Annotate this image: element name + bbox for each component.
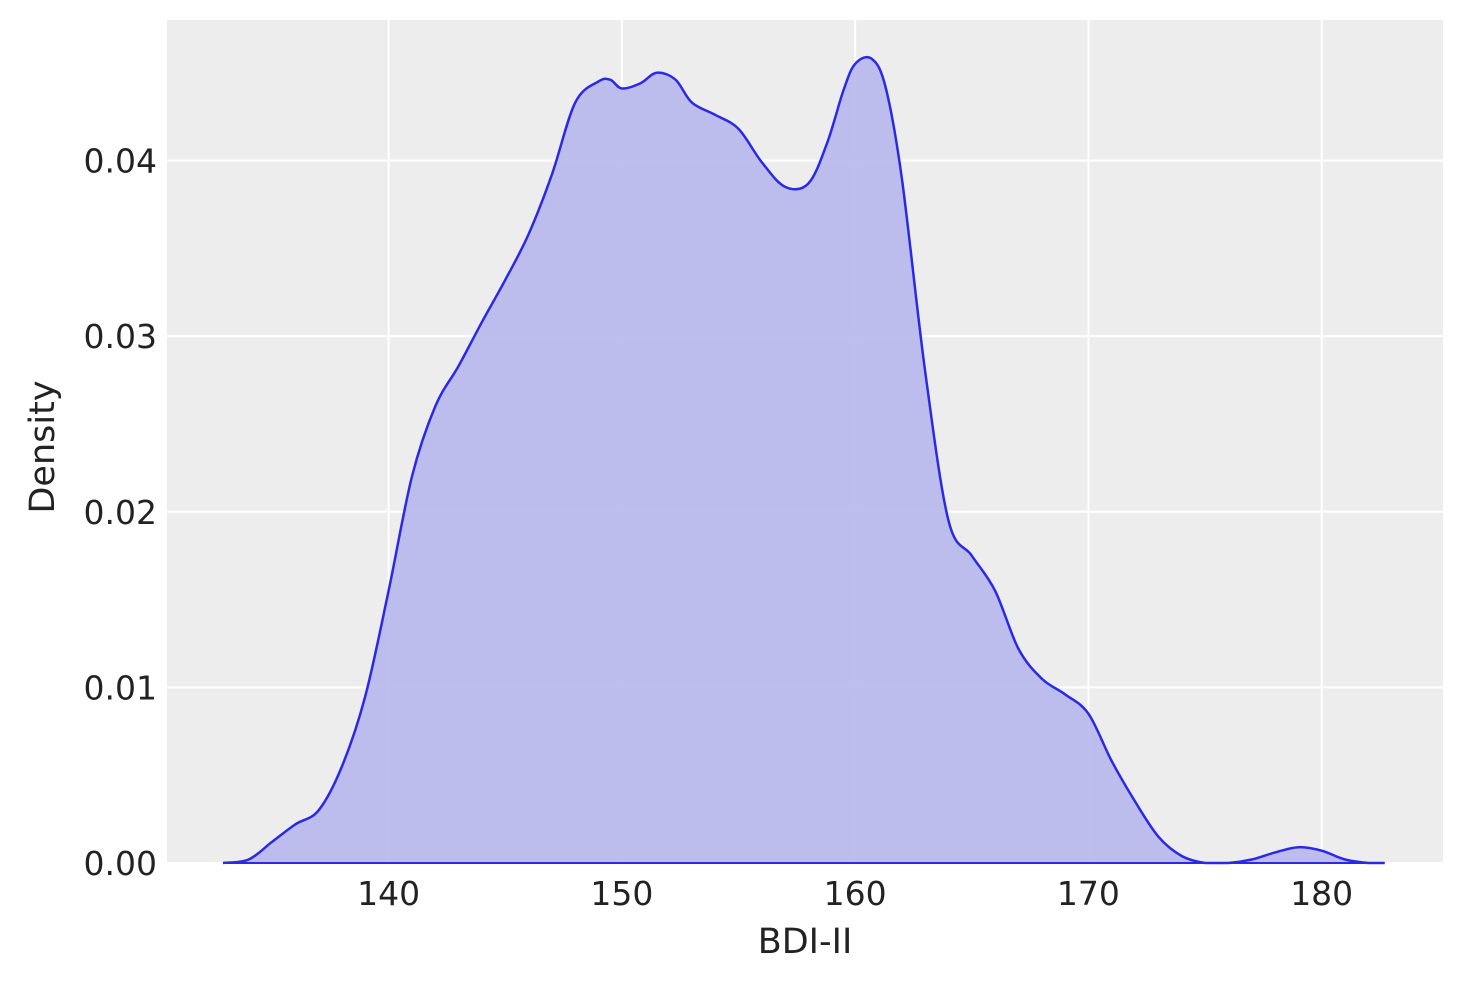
- density-line: [222, 55, 1385, 865]
- y-tick-label: 0.04: [84, 142, 157, 181]
- y-tick-label: 0.01: [84, 668, 157, 707]
- y-tick-label: 0.02: [84, 493, 157, 532]
- x-tick-label: 160: [824, 874, 887, 913]
- x-tick-label: 180: [1290, 874, 1353, 913]
- series-layer: [222, 55, 1385, 865]
- x-tick-label: 170: [1057, 874, 1120, 913]
- x-axis-label: BDI-II: [758, 922, 853, 962]
- x-tick-label: 140: [357, 874, 420, 913]
- y-axis-label: Density: [23, 380, 63, 513]
- y-tick-label: 0.03: [84, 317, 157, 356]
- x-axis-ticks: 140 150 160 170 180: [357, 874, 1353, 913]
- y-tick-label: 0.00: [84, 844, 157, 883]
- y-axis-ticks: 0.00 0.01 0.02 0.03 0.04: [84, 142, 157, 884]
- x-tick-label: 150: [590, 874, 653, 913]
- density-area: [222, 57, 1385, 864]
